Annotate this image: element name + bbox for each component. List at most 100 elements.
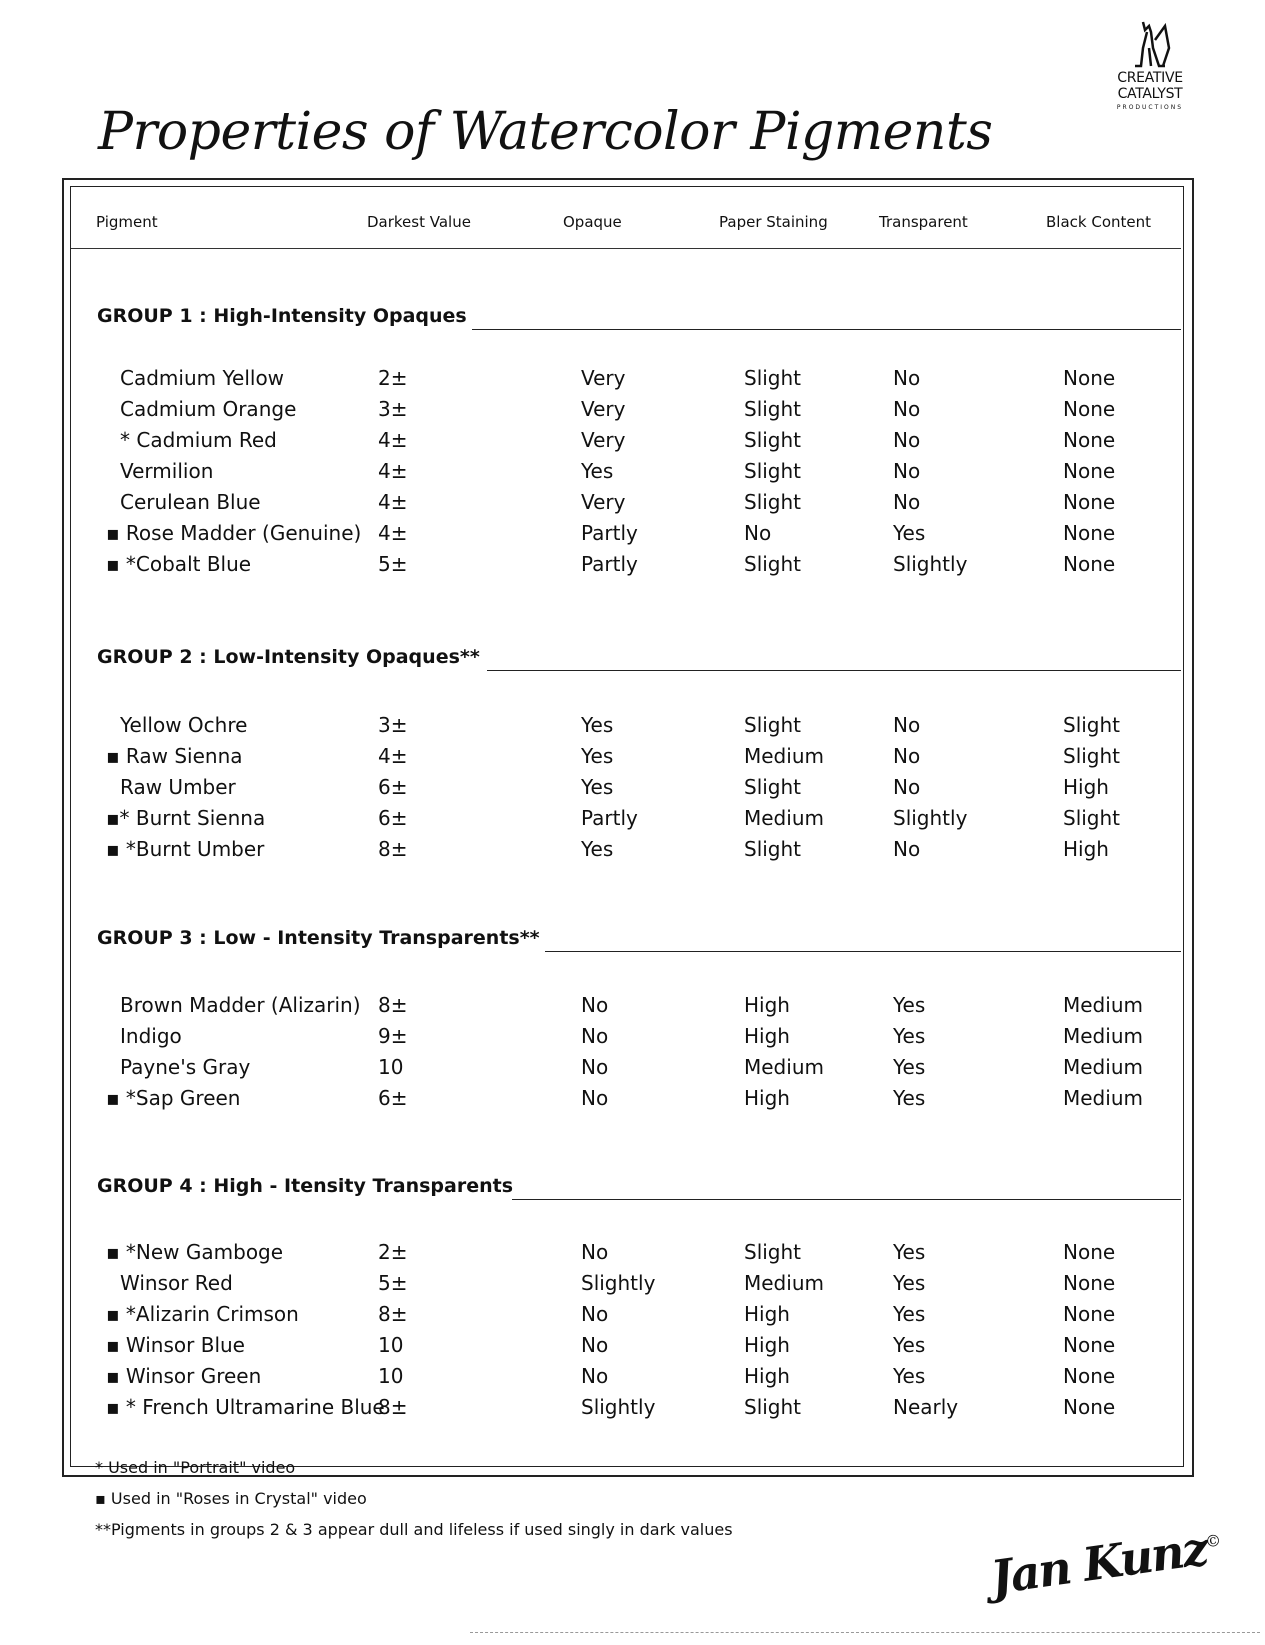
darkest-value: 2± [378, 366, 408, 390]
paper-staining: Medium [744, 1271, 824, 1295]
pigment-name: Raw Umber [120, 775, 236, 799]
black-content: Slight [1063, 713, 1121, 737]
paper-staining: Slight [744, 459, 802, 483]
table-row: ▪* Burnt Sienna 6± Partly Medium Slightly Sli… [0, 806, 1265, 836]
table-frame-inner [70, 186, 1184, 1467]
table-row: ▪ *New Gamboge 2± No Slight Yes None [0, 1240, 1265, 1270]
darkest-value: 2± [378, 1240, 408, 1264]
opaque: Partly [581, 806, 638, 830]
pigment-name: ▪ *Burnt Umber [106, 837, 265, 861]
col-header-black-content: Black Content [1046, 213, 1152, 231]
darkest-value: 6± [378, 806, 408, 830]
table-row: ▪ *Alizarin Crimson 8± No High Yes None [0, 1302, 1265, 1332]
paper-staining: Medium [744, 744, 824, 768]
footnote-portrait: * Used in "Portrait" video [95, 1458, 296, 1477]
paper-staining: High [744, 1302, 790, 1326]
pigment-name: ▪ *Cobalt Blue [106, 552, 252, 576]
opaque: Very [581, 366, 626, 390]
table-row: Winsor Red 5± Slightly Medium Yes None [0, 1271, 1265, 1301]
copyright-mark: © [1203, 1530, 1221, 1552]
pigment-name: Vermilion [120, 459, 214, 483]
transparent: No [893, 744, 921, 768]
pigment-name: ▪ Winsor Green [106, 1364, 262, 1388]
pigment-name: Cerulean Blue [120, 490, 261, 514]
table-row: ▪ Winsor Green 10 No High Yes None [0, 1364, 1265, 1394]
black-content: None [1063, 490, 1116, 514]
paper-staining: No [744, 521, 772, 545]
black-content: None [1063, 366, 1116, 390]
transparent: No [893, 713, 921, 737]
darkest-value: 9± [378, 1024, 408, 1048]
black-content: None [1063, 459, 1116, 483]
table-row: * Cadmium Red 4± Very Slight No None [0, 428, 1265, 458]
pigment-name: Yellow Ochre [120, 713, 248, 737]
paper-staining: High [744, 1333, 790, 1357]
darkest-value: 10 [378, 1055, 404, 1079]
transparent: Slightly [893, 552, 968, 576]
black-content: Medium [1063, 1024, 1143, 1048]
transparent: Yes [893, 1271, 926, 1295]
paper-staining: Slight [744, 1240, 802, 1264]
black-content: None [1063, 1302, 1116, 1326]
pigment-name: Brown Madder (Alizarin) [120, 993, 361, 1017]
darkest-value: 5± [378, 552, 408, 576]
pigment-name: Indigo [120, 1024, 182, 1048]
table-row: ▪ Rose Madder (Genuine) 4± Partly No Yes None [0, 521, 1265, 551]
col-header-opaque: Opaque [563, 213, 622, 231]
transparent: No [893, 490, 921, 514]
pigment-name: * Cadmium Red [120, 428, 277, 452]
transparent: Yes [893, 1086, 926, 1110]
darkest-value: 4± [378, 521, 408, 545]
logo-line-1: CREATIVE [1117, 70, 1183, 86]
transparent: No [893, 775, 921, 799]
darkest-value: 6± [378, 775, 408, 799]
opaque: No [581, 1086, 609, 1110]
group-heading: GROUP 1 : High-Intensity Opaques [97, 305, 467, 327]
cat-icon [1135, 21, 1171, 68]
darkest-value: 5± [378, 1271, 408, 1295]
transparent: Slightly [893, 806, 968, 830]
opaque: Yes [581, 775, 614, 799]
table-frame-outer [62, 178, 1194, 1477]
darkest-value: 6± [378, 1086, 408, 1110]
darkest-value: 8± [378, 837, 408, 861]
signature: Jan Kunz© [987, 1519, 1223, 1605]
black-content: None [1063, 1333, 1116, 1357]
table-row: Cadmium Orange 3± Very Slight No None [0, 397, 1265, 427]
opaque: No [581, 1240, 609, 1264]
group-heading: GROUP 4 : High - Itensity Transparents [97, 1175, 514, 1197]
black-content: None [1063, 1395, 1116, 1419]
table-row: ▪ *Cobalt Blue 5± Partly Slight Slightly None [0, 552, 1265, 582]
opaque: Yes [581, 713, 614, 737]
pigment-name: Cadmium Orange [120, 397, 297, 421]
group-underline [545, 951, 1181, 952]
black-content: None [1063, 397, 1116, 421]
darkest-value: 10 [378, 1333, 404, 1357]
black-content: High [1063, 837, 1109, 861]
col-header-darkest-value: Darkest Value [367, 213, 471, 231]
table-row: ▪ *Sap Green 6± No High Yes Medium [0, 1086, 1265, 1116]
paper-staining: Slight [744, 397, 802, 421]
opaque: No [581, 1302, 609, 1326]
black-content: Slight [1063, 744, 1121, 768]
darkest-value: 4± [378, 490, 408, 514]
opaque: Very [581, 428, 626, 452]
paper-staining: High [744, 1086, 790, 1110]
footnote-roses: ▪ Used in "Roses in Crystal" video [95, 1489, 367, 1508]
black-content: Medium [1063, 1055, 1143, 1079]
pigment-name: ▪* Burnt Sienna [106, 806, 266, 830]
pigment-name: ▪ Raw Sienna [106, 744, 243, 768]
black-content: Medium [1063, 993, 1143, 1017]
transparent: Yes [893, 1333, 926, 1357]
transparent: No [893, 366, 921, 390]
darkest-value: 4± [378, 428, 408, 452]
pigment-name: ▪ *New Gamboge [106, 1240, 284, 1264]
black-content: Medium [1063, 1086, 1143, 1110]
opaque: No [581, 1364, 609, 1388]
darkest-value: 4± [378, 744, 408, 768]
creative-catalyst-logo: CREATIVE CATALYST PRODUCTIONS [1105, 18, 1195, 111]
transparent: Nearly [893, 1395, 959, 1419]
pigment-name: ▪ * French Ultramarine Blue [106, 1395, 385, 1419]
paper-staining: Slight [744, 366, 802, 390]
col-header-transparent: Transparent [879, 213, 968, 231]
